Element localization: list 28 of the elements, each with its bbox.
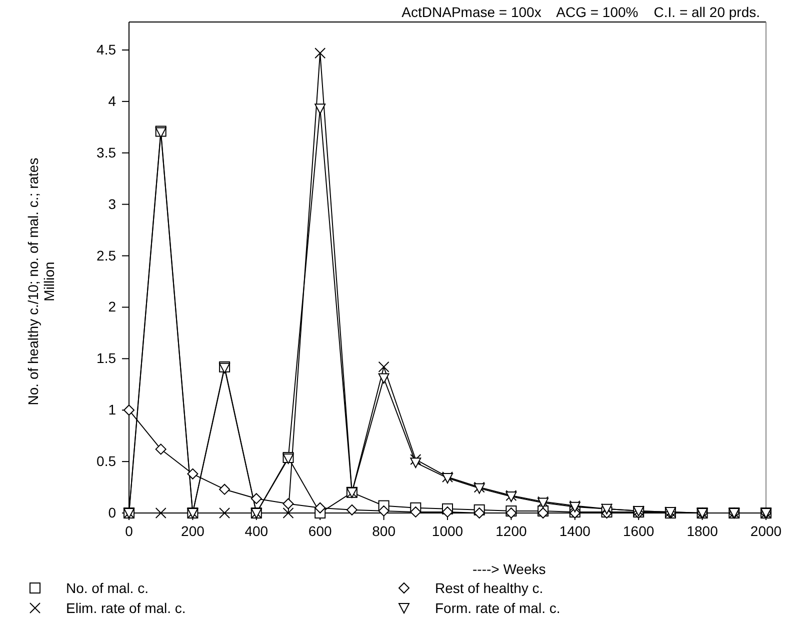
y-tick-label: 4.5 [96, 41, 116, 58]
y-tick-label: 0 [108, 504, 116, 520]
x-axis-title: ----> Weeks [472, 561, 546, 577]
x-tick-label: 800 [372, 522, 396, 539]
x-tick-label: 2000 [750, 522, 782, 539]
x-tick-label: 600 [308, 522, 332, 539]
x-tick-label: 1000 [432, 522, 464, 539]
y-tick-label: 3 [108, 196, 116, 212]
legend-label: Rest of healthy c. [435, 580, 544, 596]
legend-label: Form. rate of mal. c. [435, 600, 560, 616]
y-tick-label: 2 [108, 298, 116, 315]
chart-title: ActDNAPmase = 100x ACG = 100% C.I. = all 20 prds. [402, 4, 760, 20]
legend-label: Elim. rate of mal. c. [66, 600, 186, 616]
y-tick-label: 1.5 [96, 350, 116, 366]
x-tick-label: 0 [125, 522, 134, 539]
y-tick-label: 1 [108, 402, 116, 418]
x-tick-label: 1400 [559, 522, 591, 539]
x-tick-label: 1200 [496, 522, 527, 539]
x-tick-label: 200 [181, 522, 205, 539]
y-tick-label: 2.5 [96, 247, 116, 264]
y-tick-label: 0.5 [96, 453, 116, 470]
legend-label: No. of mal. c. [66, 580, 148, 596]
y-axis-title: No. of healthy c./10; no. of mal. c.; rates Million [25, 158, 57, 406]
y-tick-label: 4 [108, 92, 116, 109]
x-tick-label: 1800 [686, 522, 718, 539]
x-tick-label: 1600 [623, 522, 654, 539]
y-tick-label: 3.5 [96, 144, 116, 160]
x-tick-label: 400 [244, 522, 268, 539]
